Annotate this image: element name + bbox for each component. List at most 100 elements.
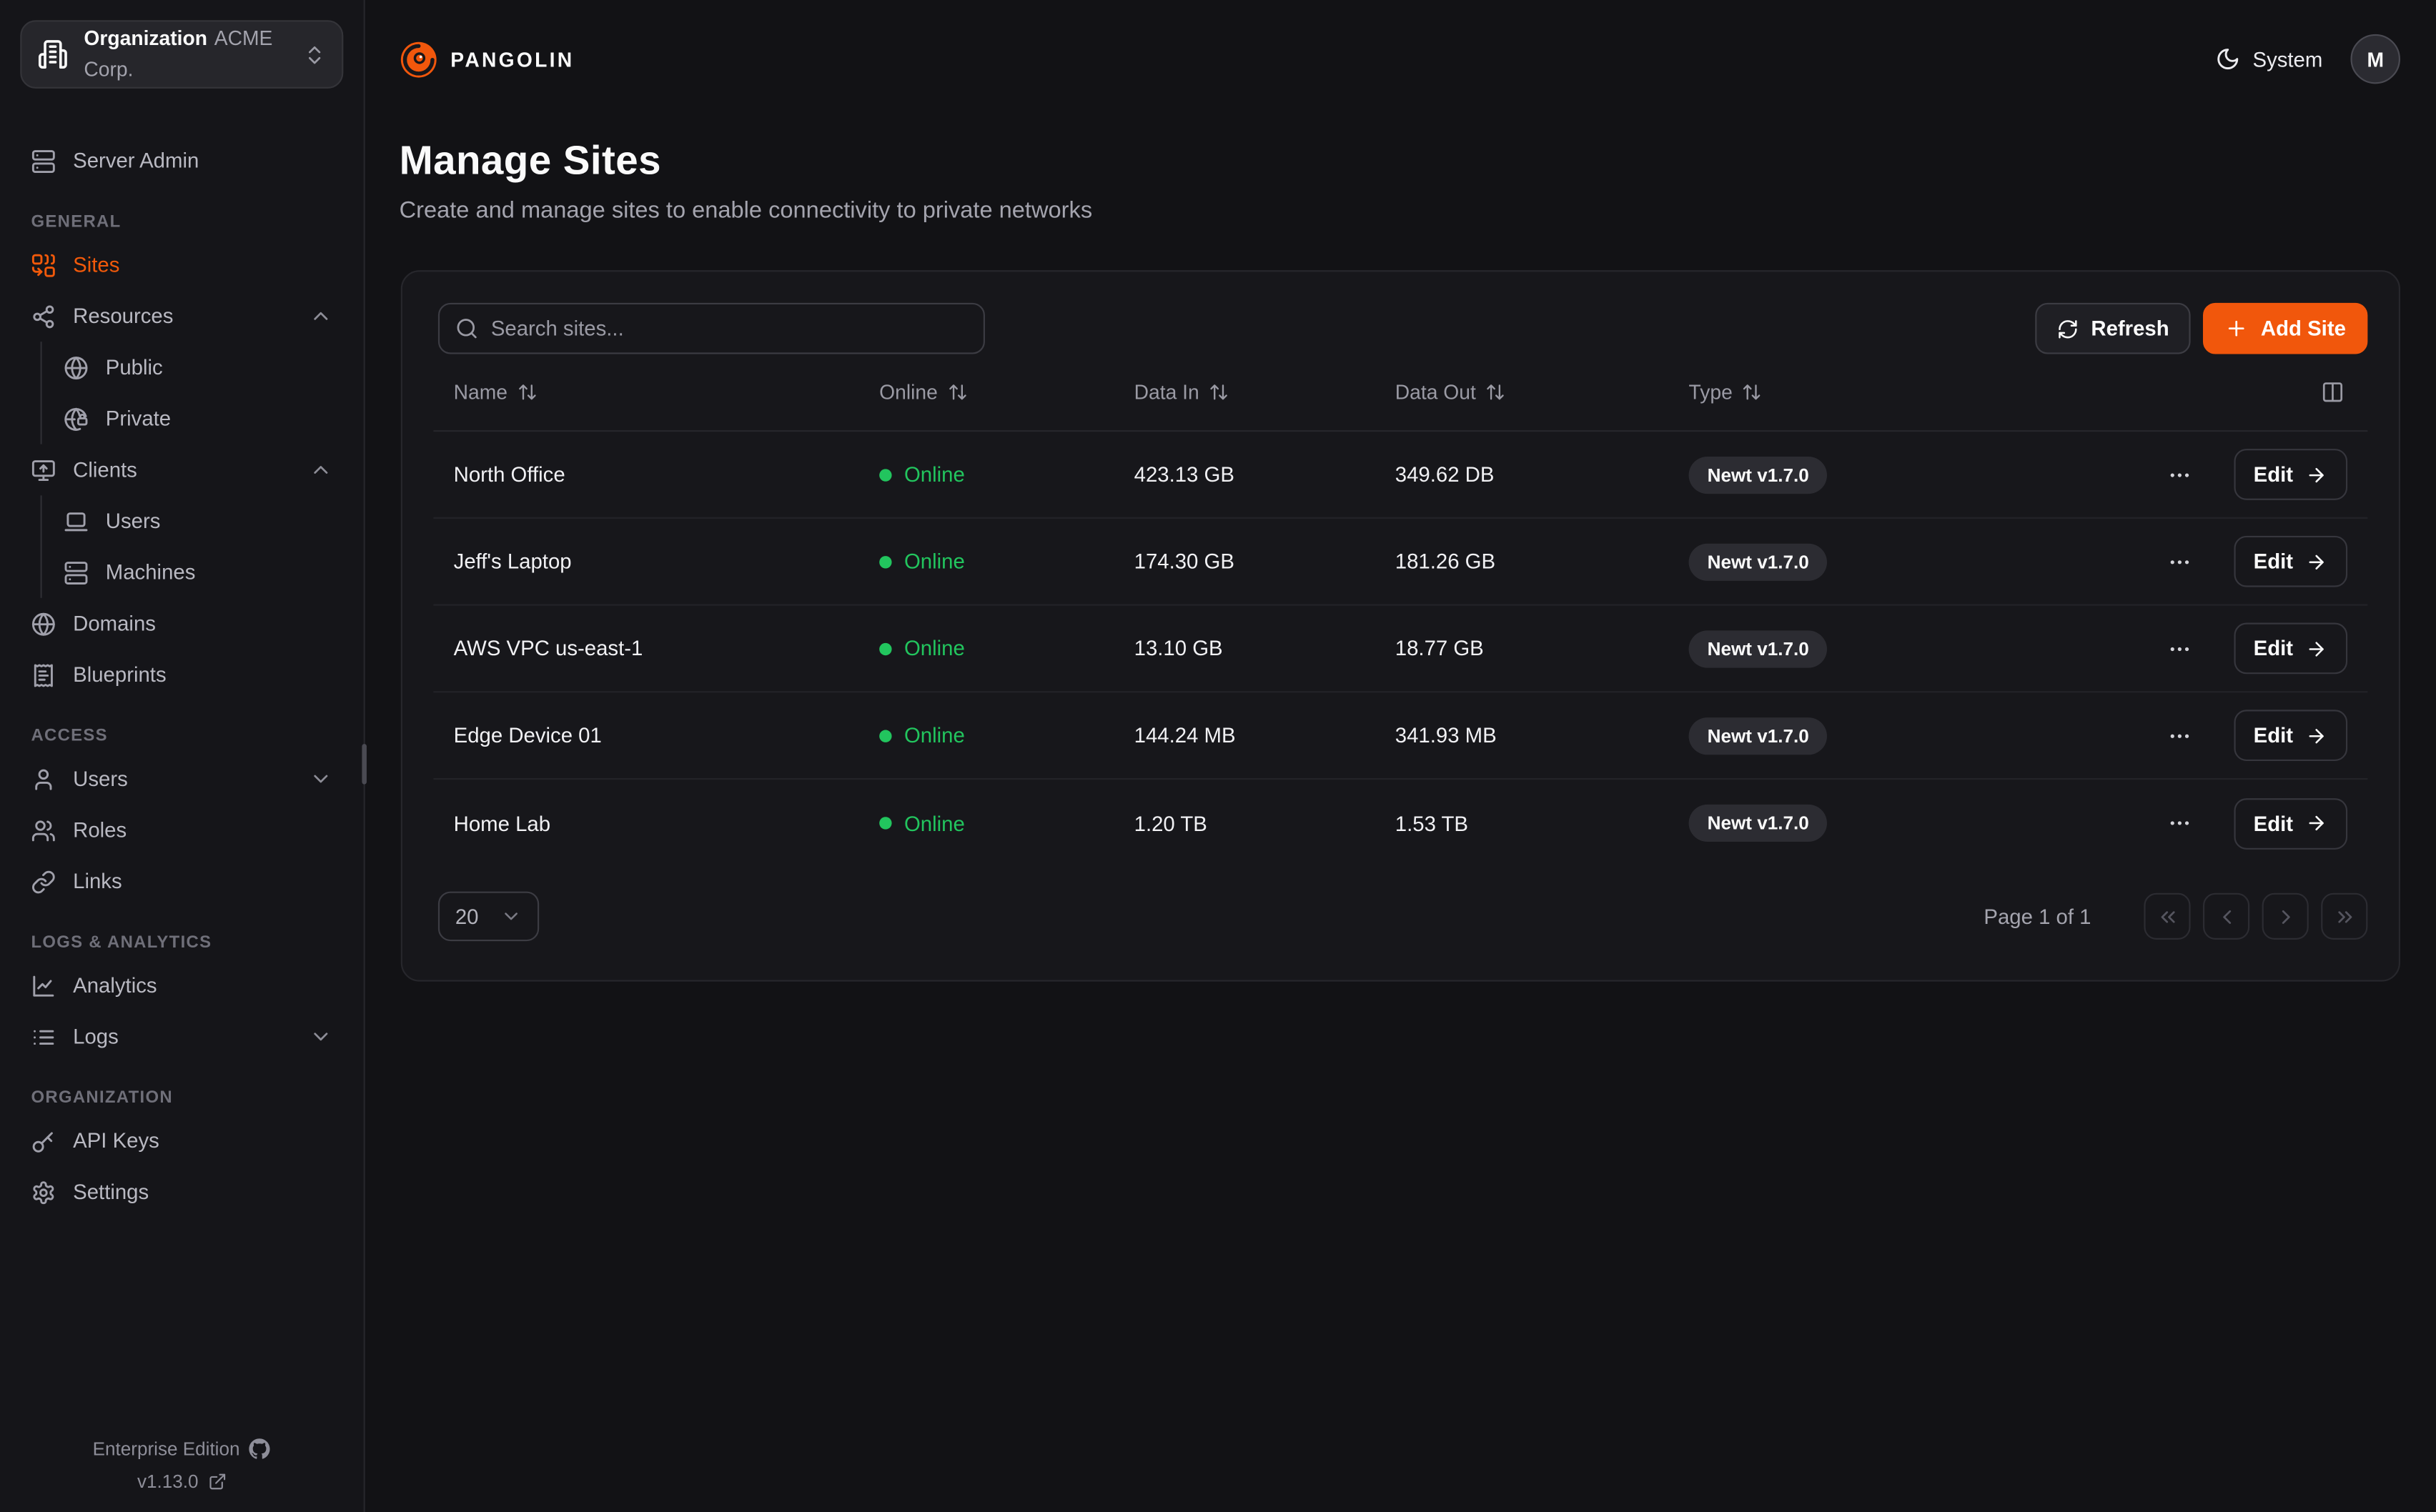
sidebar-item-label: Logs [73, 1025, 119, 1049]
column-header-online[interactable]: Online [879, 380, 1134, 404]
search-input[interactable] [490, 317, 969, 340]
sidebar-section-access: ACCESS [31, 727, 108, 746]
sidebar-item-api-keys[interactable]: API Keys [0, 1115, 364, 1167]
data-out-value: 1.53 TB [1395, 811, 1469, 835]
sidebar-item-clients[interactable]: Clients [0, 444, 364, 496]
version-link[interactable]: v1.13.0 [137, 1470, 199, 1492]
online-dot-icon [879, 817, 892, 830]
column-visibility-button[interactable] [2318, 377, 2347, 407]
site-name: Home Lab [453, 811, 551, 835]
chart-line-icon [31, 973, 56, 998]
sidebar-item-users[interactable]: Users [0, 753, 364, 805]
monitor-up-icon [31, 457, 56, 482]
receipt-icon [31, 662, 56, 687]
sidebar-scrollbar[interactable] [362, 744, 367, 785]
org-selector-value: ACME Corp. [84, 26, 273, 81]
sidebar-item-label: Sites [73, 253, 120, 277]
sites-card: Refresh Add Site Name Online [400, 270, 2401, 982]
brand-name: PANGOLIN [450, 47, 575, 71]
server-icon [64, 560, 89, 585]
sidebar-item-label: Users [73, 767, 128, 791]
table-row: Edge Device 01 Online 144.24 MB 341.93 M… [433, 692, 2368, 780]
next-page-button[interactable] [2262, 892, 2309, 940]
previous-page-button[interactable] [2202, 892, 2250, 940]
theme-label: System [2252, 47, 2323, 71]
chevron-down-icon [310, 1025, 333, 1048]
row-menu-button[interactable] [2160, 805, 2197, 842]
laptop-icon [64, 509, 89, 534]
sidebar-item-private[interactable]: Private [42, 393, 364, 444]
data-out-value: 349.62 DB [1395, 462, 1495, 487]
data-in-value: 144.24 MB [1134, 723, 1236, 747]
data-out-value: 181.26 GB [1395, 549, 1496, 574]
org-selector[interactable]: Organization ACME Corp. [20, 20, 344, 89]
sidebar-item-domains[interactable]: Domains [0, 598, 364, 650]
server-icon [31, 149, 56, 174]
arrow-right-icon [2305, 464, 2327, 485]
sidebar-footer: Enterprise Edition v1.13.0 [0, 1432, 364, 1512]
globe-icon [31, 611, 56, 636]
first-page-button[interactable] [2144, 892, 2191, 940]
chevron-down-icon [500, 905, 522, 927]
sidebar-item-label: Domains [73, 612, 156, 635]
theme-toggle[interactable]: System [2215, 46, 2322, 71]
page-size-select[interactable]: 20 [437, 891, 540, 942]
brand[interactable]: PANGOLIN [400, 39, 575, 78]
edit-button[interactable]: Edit [2233, 797, 2348, 849]
row-menu-button[interactable] [2160, 543, 2197, 580]
sidebar-item-label: Settings [73, 1180, 149, 1204]
user-avatar[interactable]: M [2350, 34, 2401, 84]
sidebar-item-public[interactable]: Public [42, 342, 364, 393]
column-header-type[interactable]: Type [1689, 380, 2318, 404]
sidebar-item-sites[interactable]: Sites [0, 239, 364, 291]
arrow-right-icon [2305, 725, 2327, 746]
row-menu-button[interactable] [2160, 456, 2197, 493]
last-page-button[interactable] [2321, 892, 2368, 940]
chevrons-up-down-icon [303, 43, 327, 66]
edit-button[interactable]: Edit [2233, 535, 2348, 587]
add-site-button[interactable]: Add Site [2203, 302, 2368, 354]
sidebar-section-logs-analytics: LOGS & ANALYTICS [31, 933, 212, 953]
edit-button[interactable]: Edit [2233, 449, 2348, 500]
table-footer: 20 Page 1 of 1 [402, 867, 2399, 980]
sidebar-item-label: Clients [73, 458, 137, 482]
refresh-button[interactable]: Refresh [2035, 302, 2192, 354]
site-name: North Office [453, 462, 565, 487]
sort-icon [1742, 382, 1762, 402]
column-header-data-out[interactable]: Data Out [1395, 380, 1689, 404]
table-row: Jeff's Laptop Online 174.30 GB 181.26 GB… [433, 519, 2368, 606]
type-badge: Newt v1.7.0 [1688, 542, 1828, 580]
moon-icon [2215, 46, 2240, 71]
sidebar-item-label: API Keys [73, 1129, 159, 1153]
table-row: Home Lab Online 1.20 TB 1.53 TB Newt v1.… [433, 780, 2367, 867]
column-header-data-in[interactable]: Data In [1134, 380, 1395, 404]
key-icon [31, 1128, 56, 1153]
main-content: PANGOLIN System M Manage Sites Create an… [365, 0, 2436, 1512]
sidebar-item-resources[interactable]: Resources [0, 290, 364, 342]
sidebar-item-label: Analytics [73, 973, 157, 998]
edit-button[interactable]: Edit [2233, 622, 2348, 675]
sidebar-item-blueprints[interactable]: Blueprints [0, 650, 364, 701]
clients-subgroup: Users Machines [40, 495, 364, 598]
share-icon [31, 304, 56, 329]
row-menu-button[interactable] [2160, 717, 2197, 754]
row-menu-button[interactable] [2160, 630, 2197, 667]
sidebar-item-analytics[interactable]: Analytics [0, 960, 364, 1011]
sidebar-item-logs[interactable]: Logs [0, 1011, 364, 1063]
sidebar-item-machines[interactable]: Machines [42, 547, 364, 598]
sidebar-item-settings[interactable]: Settings [0, 1166, 364, 1218]
refresh-icon [2057, 317, 2079, 339]
combine-icon [31, 252, 56, 277]
external-link-icon [208, 1471, 227, 1490]
sidebar-item-client-users[interactable]: Users [42, 495, 364, 547]
sidebar-item-roles[interactable]: Roles [0, 805, 364, 856]
gear-icon [31, 1180, 56, 1205]
column-header-name[interactable]: Name [454, 380, 880, 404]
edit-button[interactable]: Edit [2233, 710, 2348, 761]
sidebar-item-server-admin[interactable]: Server Admin [0, 135, 364, 186]
sidebar-item-label: Server Admin [73, 149, 199, 173]
sidebar: Organization ACME Corp. Server Admin GEN… [0, 0, 367, 1512]
type-badge: Newt v1.7.0 [1688, 804, 1828, 842]
github-icon[interactable] [249, 1438, 271, 1459]
sidebar-item-links[interactable]: Links [0, 856, 364, 907]
